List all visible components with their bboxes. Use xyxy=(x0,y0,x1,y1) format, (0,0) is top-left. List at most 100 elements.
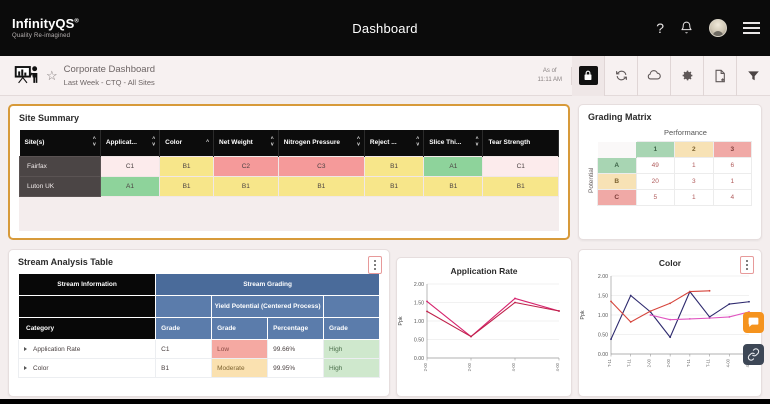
subheader-blank-left xyxy=(17,295,157,318)
matrix-value-cell[interactable]: 1 xyxy=(674,189,714,206)
column-header-nitrogen-pressure[interactable]: Nitrogen Pressure ^ v xyxy=(278,130,365,156)
chart-point xyxy=(514,301,516,304)
breadcrumb-title[interactable]: Corporate Dashboard xyxy=(63,64,156,75)
matrix-column-header: 3 xyxy=(712,141,752,158)
sort-chevrons-icon[interactable]: ^ v xyxy=(270,136,274,148)
breadcrumb: Corporate Dashboard Last Week - CTQ - Al… xyxy=(64,64,155,87)
y-axis-tick-label: 1.50 xyxy=(598,294,608,300)
chart-point xyxy=(610,300,612,303)
matrix-row: A 49 1 6 xyxy=(597,157,752,174)
chart-point xyxy=(629,294,632,297)
grade-cell[interactable]: B1 xyxy=(159,175,215,197)
sort-chevrons-icon[interactable]: ^ v xyxy=(475,136,479,148)
breadcrumb-subtitle: Last Week - CTQ - All Sites xyxy=(63,78,155,87)
column-header-label: Tear Strength xyxy=(488,139,531,147)
grade-cell[interactable]: B1 xyxy=(482,175,559,197)
chart-point xyxy=(426,310,428,313)
y-axis-label: Ppk xyxy=(580,310,586,320)
hamburger-menu-icon[interactable] xyxy=(743,22,760,34)
row-category[interactable]: Color xyxy=(17,358,157,378)
grade-cell[interactable]: A1 xyxy=(423,155,484,177)
grade-cell[interactable]: B1 xyxy=(363,175,425,197)
chart-point xyxy=(748,300,750,303)
row-grade: B1 xyxy=(155,358,213,378)
y-axis-tick-label: 1.50 xyxy=(414,301,424,307)
export-button[interactable] xyxy=(704,55,737,96)
column-header-color[interactable]: Color ^ xyxy=(159,130,215,156)
matrix-value-cell[interactable]: 1 xyxy=(712,173,752,190)
column-header-grade[interactable]: Grade xyxy=(211,317,269,340)
chart-point xyxy=(558,310,560,312)
sort-chevrons-icon[interactable]: ^ v xyxy=(92,136,96,148)
table-row[interactable]: Application Rate C1 Low 99.66% High xyxy=(17,339,380,359)
column-header-applicat[interactable]: Applicat... ^ v xyxy=(100,130,161,156)
filter-button[interactable] xyxy=(737,56,770,96)
grade-cell[interactable]: B1 xyxy=(159,155,215,177)
table-row[interactable]: Fairfax C1 B1 C2 C3 B1 A1 C1 xyxy=(19,155,559,177)
matrix-value-cell[interactable]: 4 xyxy=(712,189,752,206)
grade-cell[interactable]: B1 xyxy=(213,175,279,197)
expand-triangle-icon[interactable] xyxy=(24,366,27,370)
column-header-label: Slice Thi... xyxy=(429,139,462,147)
grade-cell[interactable]: C3 xyxy=(277,155,365,177)
bell-icon[interactable] xyxy=(680,21,693,36)
grade-cell[interactable]: C2 xyxy=(213,155,279,177)
row-category[interactable]: Application Rate xyxy=(17,339,157,359)
color-chart-more-options-icon[interactable] xyxy=(740,256,754,274)
matrix-value-cell[interactable]: 5 xyxy=(635,189,675,206)
y-axis-tick-label: 0.50 xyxy=(414,338,424,344)
expand-triangle-icon[interactable] xyxy=(24,347,27,351)
chart-point xyxy=(669,336,672,339)
refresh-button[interactable] xyxy=(605,55,638,96)
grade-cell[interactable]: B1 xyxy=(277,175,365,197)
matrix-value-cell[interactable]: 20 xyxy=(635,173,675,190)
grade-cell[interactable]: C1 xyxy=(99,155,161,177)
matrix-value-cell[interactable]: 1 xyxy=(674,157,714,174)
sort-chevrons-icon[interactable]: ^ v xyxy=(357,136,360,148)
sort-chevrons-icon[interactable]: ^ v xyxy=(152,136,156,148)
column-header-grade[interactable]: Grade xyxy=(323,317,380,340)
link-chain-icon xyxy=(747,348,760,361)
column-header-grade[interactable]: Grade xyxy=(155,317,213,340)
chat-widget-button[interactable] xyxy=(743,312,764,333)
sort-chevrons-icon[interactable]: ^ xyxy=(206,139,210,145)
grade-cell[interactable]: C1 xyxy=(482,155,559,177)
table-row[interactable]: Luton UK A1 B1 B1 B1 B1 B1 B1 xyxy=(19,175,559,197)
link-widget-button[interactable] xyxy=(743,344,764,365)
grade-cell[interactable]: B1 xyxy=(423,175,484,197)
brand-logo[interactable]: InfinityQS® Quality Re-imagined xyxy=(0,17,150,39)
lock-button[interactable] xyxy=(572,55,605,96)
matrix-value-cell[interactable]: 49 xyxy=(635,157,675,174)
stream-analysis-more-options-icon[interactable] xyxy=(368,256,382,274)
column-header-category[interactable]: Category xyxy=(17,317,157,340)
chart-point xyxy=(708,317,711,320)
x-axis-tick-label: T-11 xyxy=(607,358,612,367)
chart-line-series-2 xyxy=(426,301,560,338)
x-axis-tick-label: T-11 xyxy=(627,358,632,367)
avatar[interactable] xyxy=(709,19,727,37)
row-header-site: Fairfax xyxy=(19,155,101,177)
settings-button[interactable] xyxy=(671,55,704,96)
chart-point xyxy=(728,303,731,305)
column-header-slice-thi[interactable]: Slice Thi... ^ v xyxy=(423,130,484,156)
matrix-value-cell[interactable]: 6 xyxy=(712,157,752,174)
column-header-net-weight[interactable]: Net Weight ^ v xyxy=(213,130,279,156)
favorite-star-icon[interactable]: ☆ xyxy=(46,67,58,83)
table-row[interactable]: Color B1 Moderate 99.95% High xyxy=(17,358,380,378)
column-header-percentage[interactable]: Percentage xyxy=(267,317,325,340)
column-header-tear-strength[interactable]: Tear Strength xyxy=(482,130,559,156)
grade-cell[interactable]: A1 xyxy=(99,175,161,197)
matrix-value-cell[interactable]: 3 xyxy=(674,173,714,190)
column-header-site-s[interactable]: Site(s) ^ v xyxy=(19,130,101,156)
y-axis-tick-label: 1.00 xyxy=(414,319,424,325)
filter-funnel-icon xyxy=(748,71,759,81)
y-axis-tick-label: 2.00 xyxy=(598,274,608,280)
column-header-reject[interactable]: Reject ... ^ v xyxy=(364,130,425,156)
grade-cell[interactable]: B1 xyxy=(363,155,425,177)
help-icon[interactable]: ? xyxy=(656,20,664,36)
cloud-button[interactable] xyxy=(638,55,671,96)
column-header-label: Net Weight xyxy=(219,139,253,147)
page-title: Dashboard xyxy=(352,20,418,36)
sort-chevrons-icon[interactable]: ^ v xyxy=(416,136,420,148)
